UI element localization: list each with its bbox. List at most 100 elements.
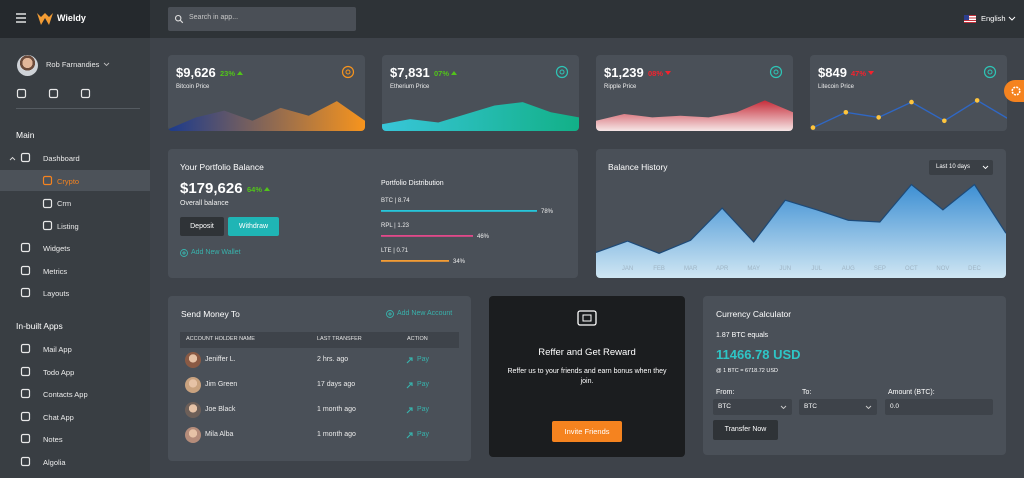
invite-button[interactable]: Invite Friends <box>552 421 622 442</box>
button[interactable]: Deposit <box>180 217 224 236</box>
chevron <box>865 405 872 410</box>
distribution-bar <box>381 260 449 262</box>
x-tick-label: MAR <box>684 266 698 272</box>
settings-button[interactable] <box>1004 80 1024 102</box>
distribution-bar-wrap <box>381 235 473 237</box>
trend-arrow-shape <box>868 71 874 75</box>
icon <box>20 265 31 275</box>
distribution-label: BTC | 8.74 <box>381 198 410 204</box>
send-money-card: Send Money To Add New Account ACCOUNT HOLD… <box>168 296 471 461</box>
icon-shape <box>20 366 31 376</box>
icon <box>20 433 31 444</box>
currency-select[interactable]: BTC <box>799 399 877 415</box>
icon <box>20 456 31 466</box>
pay-link[interactable]: Pay <box>417 381 430 388</box>
add-wallet-link[interactable]: Add New Wallet <box>191 249 241 256</box>
nav-item[interactable]: Chat App <box>43 412 74 422</box>
icon-shape <box>80 88 91 99</box>
distribution-value: 78% <box>541 209 554 215</box>
nav-sub-item[interactable]: Crypto <box>57 176 80 186</box>
nav-item[interactable]: Algolia <box>43 457 66 467</box>
distribution-bar <box>381 210 537 212</box>
coin-core <box>559 69 565 75</box>
distribution-title: Portfolio Distribution <box>381 180 444 187</box>
range-value: Last 10 days <box>936 164 971 170</box>
chevron-line <box>865 405 872 410</box>
add-account-link[interactable]: Add New Account <box>397 310 453 317</box>
add-plus <box>182 251 186 255</box>
contact-avatar <box>185 427 201 443</box>
sparkline <box>810 98 1007 130</box>
pay-link[interactable]: Pay <box>417 431 430 438</box>
coin-core <box>987 69 993 75</box>
icon-shape <box>48 88 59 99</box>
coin-icon <box>341 65 355 79</box>
logo-mark <box>37 13 53 25</box>
sparkline <box>596 100 793 131</box>
pay-link[interactable]: Pay <box>417 356 430 363</box>
nav-item[interactable]: Notes <box>43 435 63 444</box>
coin-ring <box>555 65 569 79</box>
x-tick-label: AUG <box>842 266 855 272</box>
search-handle <box>179 19 184 24</box>
coin-ring <box>983 65 997 79</box>
chevron <box>982 165 989 170</box>
price-dot <box>909 99 914 105</box>
card-title: Your Portfolio Balance <box>180 162 264 172</box>
distribution-value: 46% <box>477 234 490 240</box>
transfer-button[interactable]: Transfer Now <box>713 420 778 440</box>
language: English <box>981 14 1006 23</box>
icon-shape <box>16 88 27 99</box>
balance-history-card: Balance History Last 10 days JAN FEB MAR APR M… <box>596 149 1006 278</box>
price-area <box>168 101 365 131</box>
nav-item[interactable]: Dashboard <box>43 154 80 163</box>
price-dot <box>843 110 849 115</box>
add-ring <box>386 310 394 318</box>
icon <box>16 88 27 99</box>
nav-sub-item[interactable]: Crm <box>57 199 72 208</box>
amount-input[interactable]: 0.0 <box>885 399 993 415</box>
nav-item[interactable]: Widgets <box>43 244 71 253</box>
trend-arrow <box>237 71 243 75</box>
price-label: Etherium Price <box>390 84 430 90</box>
icon <box>42 198 53 208</box>
trend-arrow-shape <box>665 71 671 75</box>
x-tick-label: JUL <box>811 266 822 272</box>
nav-item[interactable]: Mail App <box>43 345 72 354</box>
nav-item[interactable]: Todo App <box>43 367 75 377</box>
trend-arrow-shape <box>451 71 457 75</box>
sparkline <box>382 102 579 131</box>
icon <box>42 220 53 231</box>
gear-ring <box>1011 86 1021 96</box>
price-card: $1,239 08% Ripple Price <box>596 55 793 131</box>
caret <box>9 156 16 161</box>
trend-arrow-shape <box>264 187 270 191</box>
price: $849 <box>818 65 847 80</box>
pay-icon <box>406 357 413 364</box>
search-box[interactable]: Search in app... <box>168 7 356 31</box>
range-select[interactable]: Last 10 days <box>929 160 993 175</box>
x-tick-label: JUN <box>779 266 791 272</box>
pay-icon <box>406 382 413 389</box>
button[interactable]: Withdraw <box>228 217 279 236</box>
currency-select[interactable]: BTC <box>713 399 792 415</box>
distribution-label: RPL | 1.23 <box>381 223 410 229</box>
chevron <box>780 405 787 410</box>
coin-icon <box>555 65 569 79</box>
chevron <box>1008 16 1016 21</box>
nav-item[interactable]: Metrics <box>43 266 68 276</box>
nav-sub-item[interactable]: Listing <box>57 221 79 231</box>
distribution-bar-wrap <box>381 260 449 262</box>
search-placeholder: Search in app... <box>189 14 239 21</box>
trend-arrow-shape <box>237 71 243 75</box>
pay-link[interactable]: Pay <box>417 406 430 413</box>
table-cell: 17 days ago <box>317 381 356 388</box>
nav-item[interactable]: Contacts App <box>43 390 88 399</box>
table-cell: Jeniffer L. <box>205 356 236 363</box>
price-label: Litecoin Price <box>818 84 855 90</box>
gift-icon <box>577 310 597 326</box>
price-label: Ripple Price <box>604 84 637 90</box>
table-cell: 2 hrs. ago <box>317 356 349 363</box>
pay-icon <box>406 407 413 414</box>
nav-item[interactable]: Layouts <box>43 289 70 298</box>
